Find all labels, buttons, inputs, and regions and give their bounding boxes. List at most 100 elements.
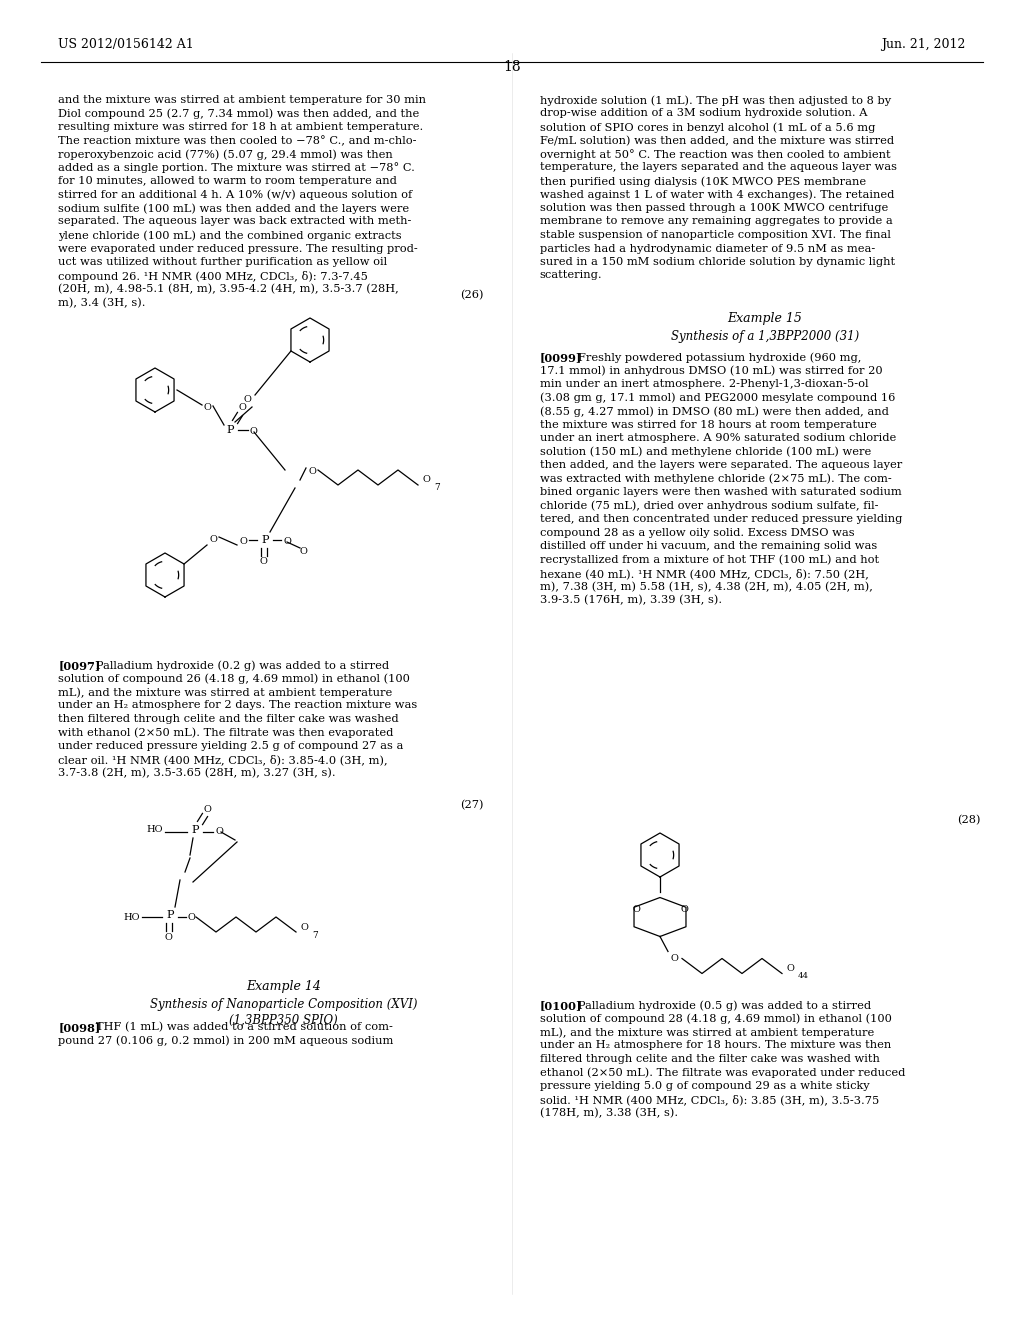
Text: [0097]: [0097]	[58, 660, 100, 671]
Text: O: O	[238, 404, 246, 412]
Text: under an H₂ atmosphere for 18 hours. The mixture was then: under an H₂ atmosphere for 18 hours. The…	[540, 1040, 891, 1051]
Text: O: O	[283, 537, 291, 546]
Text: O: O	[203, 805, 211, 814]
Text: compound 26. ¹H NMR (400 MHz, CDCl₃, δ): 7.3-7.45: compound 26. ¹H NMR (400 MHz, CDCl₃, δ):…	[58, 271, 369, 281]
Text: O: O	[670, 954, 678, 964]
Text: scattering.: scattering.	[540, 271, 602, 281]
Text: (178H, m), 3.38 (3H, s).: (178H, m), 3.38 (3H, s).	[540, 1107, 678, 1118]
Text: Jun. 21, 2012: Jun. 21, 2012	[882, 38, 966, 51]
Text: distilled off under hi vacuum, and the remaining solid was: distilled off under hi vacuum, and the r…	[540, 541, 877, 550]
Text: separated. The aqueous layer was back extracted with meth-: separated. The aqueous layer was back ex…	[58, 216, 412, 227]
Text: tered, and then concentrated under reduced pressure yielding: tered, and then concentrated under reduc…	[540, 513, 902, 524]
Text: O: O	[632, 904, 640, 913]
Text: solid. ¹H NMR (400 MHz, CDCl₃, δ): 3.85 (3H, m), 3.5-3.75: solid. ¹H NMR (400 MHz, CDCl₃, δ): 3.85 …	[540, 1094, 879, 1105]
Text: 18: 18	[503, 59, 521, 74]
Text: O: O	[239, 537, 247, 546]
Text: for 10 minutes, allowed to warm to room temperature and: for 10 minutes, allowed to warm to room …	[58, 176, 397, 186]
Text: the mixture was stirred for 18 hours at room temperature: the mixture was stirred for 18 hours at …	[540, 420, 877, 429]
Text: solution of compound 28 (4.18 g, 4.69 mmol) in ethanol (100: solution of compound 28 (4.18 g, 4.69 mm…	[540, 1014, 892, 1024]
Text: (8.55 g, 4.27 mmol) in DMSO (80 mL) were then added, and: (8.55 g, 4.27 mmol) in DMSO (80 mL) were…	[540, 407, 889, 417]
Text: Palladium hydroxide (0.5 g) was added to a stirred: Palladium hydroxide (0.5 g) was added to…	[578, 1001, 870, 1011]
Text: hexane (40 mL). ¹H NMR (400 MHz, CDCl₃, δ): 7.50 (2H,: hexane (40 mL). ¹H NMR (400 MHz, CDCl₃, …	[540, 568, 868, 578]
Text: US 2012/0156142 A1: US 2012/0156142 A1	[58, 38, 195, 51]
Text: solution of SPIO cores in benzyl alcohol (1 mL of a 5.6 mg: solution of SPIO cores in benzyl alcohol…	[540, 121, 876, 132]
Text: clear oil. ¹H NMR (400 MHz, CDCl₃, δ): 3.85-4.0 (3H, m),: clear oil. ¹H NMR (400 MHz, CDCl₃, δ): 3…	[58, 755, 388, 766]
Text: with ethanol (2×50 mL). The filtrate was then evaporated: with ethanol (2×50 mL). The filtrate was…	[58, 727, 394, 738]
Text: P: P	[226, 425, 233, 436]
Text: (1,3BPP350 SPIO): (1,3BPP350 SPIO)	[229, 1014, 338, 1027]
Text: [0099]: [0099]	[540, 352, 582, 363]
Text: added as a single portion. The mixture was stirred at −78° C.: added as a single portion. The mixture w…	[58, 162, 416, 173]
Text: (28): (28)	[956, 814, 980, 825]
Text: uct was utilized without further purification as yellow oil: uct was utilized without further purific…	[58, 257, 387, 267]
Text: recrystallized from a mixture of hot THF (100 mL) and hot: recrystallized from a mixture of hot THF…	[540, 554, 879, 565]
Text: Example 14: Example 14	[246, 979, 322, 993]
Text: filtered through celite and the filter cake was washed with: filtered through celite and the filter c…	[540, 1053, 880, 1064]
Text: (3.08 gm g, 17.1 mmol) and PEG2000 mesylate compound 16: (3.08 gm g, 17.1 mmol) and PEG2000 mesyl…	[540, 392, 895, 403]
Text: m), 7.38 (3H, m) 5.58 (1H, s), 4.38 (2H, m), 4.05 (2H, m),: m), 7.38 (3H, m) 5.58 (1H, s), 4.38 (2H,…	[540, 582, 872, 591]
Text: ethanol (2×50 mL). The filtrate was evaporated under reduced: ethanol (2×50 mL). The filtrate was evap…	[540, 1068, 905, 1078]
Text: (26): (26)	[460, 290, 483, 301]
Text: (27): (27)	[460, 800, 483, 810]
Text: Fe/mL solution) was then added, and the mixture was stirred: Fe/mL solution) was then added, and the …	[540, 136, 894, 145]
Text: overnight at 50° C. The reaction was then cooled to ambient: overnight at 50° C. The reaction was the…	[540, 149, 890, 160]
Text: compound 28 as a yellow oily solid. Excess DMSO was: compound 28 as a yellow oily solid. Exce…	[540, 528, 854, 537]
Text: O: O	[164, 932, 172, 941]
Text: were evaporated under reduced pressure. The resulting prod-: were evaporated under reduced pressure. …	[58, 243, 418, 253]
Text: resulting mixture was stirred for 18 h at ambient temperature.: resulting mixture was stirred for 18 h a…	[58, 121, 424, 132]
Text: [0100]: [0100]	[540, 1001, 582, 1011]
Text: O: O	[259, 557, 267, 566]
Text: mL), and the mixture was stirred at ambient temperature: mL), and the mixture was stirred at ambi…	[540, 1027, 873, 1038]
Text: under an H₂ atmosphere for 2 days. The reaction mixture was: under an H₂ atmosphere for 2 days. The r…	[58, 701, 418, 710]
Text: was extracted with methylene chloride (2×75 mL). The com-: was extracted with methylene chloride (2…	[540, 474, 892, 484]
Text: washed against 1 L of water with 4 exchanges). The retained: washed against 1 L of water with 4 excha…	[540, 190, 894, 201]
Text: O: O	[250, 428, 258, 437]
Text: 7: 7	[434, 483, 439, 492]
Text: 17.1 mmol) in anhydrous DMSO (10 mL) was stirred for 20: 17.1 mmol) in anhydrous DMSO (10 mL) was…	[540, 366, 883, 376]
Text: HO: HO	[146, 825, 163, 834]
Text: ylene chloride (100 mL) and the combined organic extracts: ylene chloride (100 mL) and the combined…	[58, 230, 402, 240]
Text: O: O	[209, 535, 217, 544]
Text: drop-wise addition of a 3M sodium hydroxide solution. A: drop-wise addition of a 3M sodium hydrox…	[540, 108, 867, 119]
Text: (20H, m), 4.98-5.1 (8H, m), 3.95-4.2 (4H, m), 3.5-3.7 (28H,: (20H, m), 4.98-5.1 (8H, m), 3.95-4.2 (4H…	[58, 284, 399, 294]
Text: Freshly powdered potassium hydroxide (960 mg,: Freshly powdered potassium hydroxide (96…	[578, 352, 861, 363]
Text: Example 15: Example 15	[727, 312, 803, 325]
Text: HO: HO	[124, 912, 140, 921]
Text: stirred for an additional 4 h. A 10% (w/v) aqueous solution of: stirred for an additional 4 h. A 10% (w/…	[58, 190, 413, 201]
Text: under reduced pressure yielding 2.5 g of compound 27 as a: under reduced pressure yielding 2.5 g of…	[58, 741, 403, 751]
Text: O: O	[786, 964, 794, 973]
Text: sured in a 150 mM sodium chloride solution by dynamic light: sured in a 150 mM sodium chloride soluti…	[540, 257, 895, 267]
Text: solution of compound 26 (4.18 g, 4.69 mmol) in ethanol (100: solution of compound 26 (4.18 g, 4.69 mm…	[58, 673, 411, 684]
Text: O: O	[308, 467, 316, 477]
Text: 3.9-3.5 (176H, m), 3.39 (3H, s).: 3.9-3.5 (176H, m), 3.39 (3H, s).	[540, 595, 722, 606]
Text: Diol compound 25 (2.7 g, 7.34 mmol) was then added, and the: Diol compound 25 (2.7 g, 7.34 mmol) was …	[58, 108, 420, 119]
Text: THF (1 mL) was added to a stirred solution of com-: THF (1 mL) was added to a stirred soluti…	[96, 1022, 393, 1032]
Text: then purified using dialysis (10K MWCO PES membrane: then purified using dialysis (10K MWCO P…	[540, 176, 865, 186]
Text: chloride (75 mL), dried over anhydrous sodium sulfate, fil-: chloride (75 mL), dried over anhydrous s…	[540, 500, 879, 511]
Text: hydroxide solution (1 mL). The pH was then adjusted to 8 by: hydroxide solution (1 mL). The pH was th…	[540, 95, 891, 106]
Text: then filtered through celite and the filter cake was washed: then filtered through celite and the fil…	[58, 714, 399, 723]
Text: mL), and the mixture was stirred at ambient temperature: mL), and the mixture was stirred at ambi…	[58, 686, 392, 697]
Text: bined organic layers were then washed with saturated sodium: bined organic layers were then washed wi…	[540, 487, 901, 498]
Text: roperoxybenzoic acid (77%) (5.07 g, 29.4 mmol) was then: roperoxybenzoic acid (77%) (5.07 g, 29.4…	[58, 149, 393, 160]
Text: O: O	[300, 923, 308, 932]
Text: [0098]: [0098]	[58, 1022, 100, 1034]
Text: under an inert atmosphere. A 90% saturated sodium chloride: under an inert atmosphere. A 90% saturat…	[540, 433, 896, 444]
Text: solution (150 mL) and methylene chloride (100 mL) were: solution (150 mL) and methylene chloride…	[540, 446, 870, 457]
Text: and the mixture was stirred at ambient temperature for 30 min: and the mixture was stirred at ambient t…	[58, 95, 426, 106]
Text: membrane to remove any remaining aggregates to provide a: membrane to remove any remaining aggrega…	[540, 216, 892, 227]
Text: P: P	[261, 535, 268, 545]
Text: O: O	[203, 404, 211, 412]
Text: P: P	[166, 909, 174, 920]
Text: then added, and the layers were separated. The aqueous layer: then added, and the layers were separate…	[540, 459, 902, 470]
Text: Palladium hydroxide (0.2 g) was added to a stirred: Palladium hydroxide (0.2 g) was added to…	[96, 660, 389, 671]
Text: pressure yielding 5.0 g of compound 29 as a white sticky: pressure yielding 5.0 g of compound 29 a…	[540, 1081, 869, 1092]
Text: O: O	[680, 904, 688, 913]
Text: 7: 7	[312, 931, 317, 940]
Text: stable suspension of nanoparticle composition XVI. The final: stable suspension of nanoparticle compos…	[540, 230, 891, 240]
Text: solution was then passed through a 100K MWCO centrifuge: solution was then passed through a 100K …	[540, 203, 888, 213]
Text: The reaction mixture was then cooled to −78° C., and m-chlo-: The reaction mixture was then cooled to …	[58, 136, 417, 147]
Text: min under an inert atmosphere. 2-Phenyl-1,3-dioxan-5-ol: min under an inert atmosphere. 2-Phenyl-…	[540, 379, 868, 389]
Text: O: O	[299, 548, 307, 557]
Text: temperature, the layers separated and the aqueous layer was: temperature, the layers separated and th…	[540, 162, 897, 173]
